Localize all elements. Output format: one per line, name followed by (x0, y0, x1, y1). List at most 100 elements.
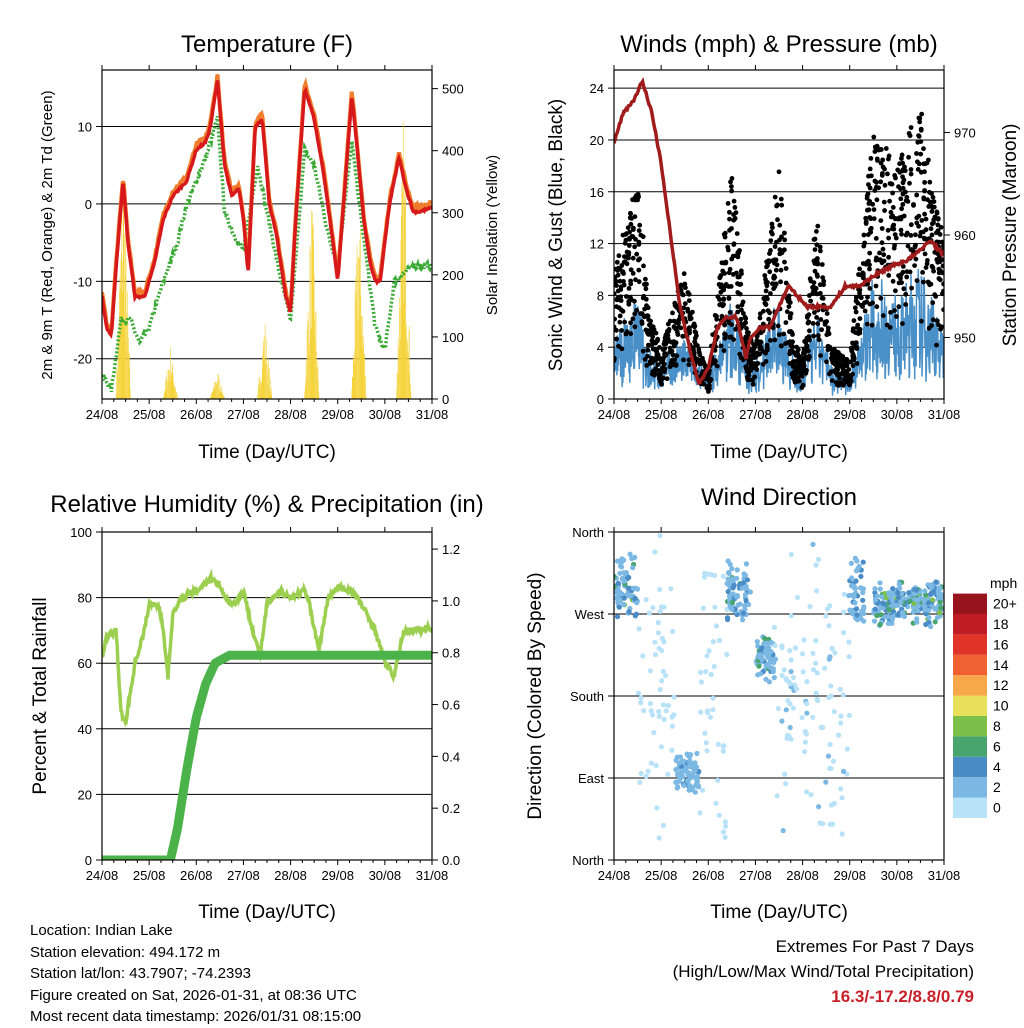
gust-point (674, 353, 680, 359)
direction-point (616, 604, 622, 610)
x-tick-label: 29/08 (833, 407, 866, 422)
gust-point (863, 215, 869, 221)
y-right-tick-label: 400 (442, 144, 464, 159)
direction-point (858, 573, 864, 580)
gust-point (729, 184, 734, 189)
direction-point (669, 723, 675, 729)
gust-point (888, 209, 894, 215)
y-tick-label: South (570, 689, 604, 704)
gust-point (903, 232, 909, 238)
gust-point (619, 346, 625, 352)
direction-point (838, 720, 844, 726)
gust-point (824, 311, 830, 316)
direction-point (725, 589, 731, 595)
gust-point (908, 171, 914, 177)
gust-point (880, 171, 885, 176)
gust-point (621, 279, 626, 284)
gust-point (643, 286, 649, 292)
gust-point (623, 237, 629, 243)
direction-point (720, 748, 726, 754)
gust-point (632, 244, 637, 250)
gust-point (700, 355, 705, 361)
gust-point (832, 361, 838, 367)
gust-point (664, 376, 670, 382)
gust-point (687, 313, 693, 319)
gust-point (735, 304, 741, 309)
gust-point (729, 256, 735, 262)
direction-point (937, 599, 943, 605)
gust-point (867, 199, 873, 204)
gust-point (722, 331, 727, 337)
direction-point (650, 712, 656, 718)
gust-point (799, 371, 804, 376)
direction-point (849, 575, 855, 581)
direction-point (742, 606, 748, 612)
plot-area (102, 568, 432, 860)
gust-point (741, 311, 746, 316)
direction-point (722, 819, 729, 825)
direction-point (766, 679, 773, 685)
gust-point (929, 263, 935, 269)
colorbar-swatch (953, 593, 987, 614)
direction-point (785, 732, 791, 738)
gust-point (927, 189, 932, 195)
gust-point (690, 309, 695, 315)
gust-point (655, 353, 660, 358)
gust-point (714, 363, 720, 369)
gust-point (860, 304, 865, 309)
gust-point (822, 319, 828, 325)
gust-point (920, 229, 926, 235)
colorbar-label: 6 (993, 738, 1001, 754)
gust-point (934, 342, 939, 348)
direction-point (648, 708, 654, 714)
direction-point (926, 615, 932, 621)
gust-point (930, 300, 936, 306)
gust-point (670, 352, 676, 358)
gust-point (913, 256, 919, 262)
direction-point (694, 773, 700, 779)
gust-point (894, 314, 899, 319)
gust-point (868, 156, 874, 161)
direction-point (698, 709, 704, 715)
direction-point (740, 580, 746, 586)
gust-point (738, 316, 744, 322)
direction-point (799, 651, 806, 657)
y-tick-label: -10 (73, 274, 92, 289)
direction-point (788, 551, 794, 558)
gust-point (731, 198, 737, 204)
direction-point (621, 557, 627, 563)
direction-point (763, 663, 769, 669)
gust-point (854, 361, 860, 366)
colorbar-swatch (953, 614, 987, 635)
direction-point (627, 551, 633, 557)
gust-point (632, 324, 638, 330)
direction-point (840, 768, 847, 775)
direction-point (846, 639, 852, 645)
gust-point (734, 231, 740, 237)
direction-point (652, 639, 658, 645)
direction-point (923, 592, 929, 598)
direction-point (645, 768, 651, 774)
gust-point (909, 285, 914, 291)
plot-frame (613, 531, 945, 861)
direction-point (855, 566, 861, 572)
gust-point (876, 185, 881, 191)
gust-point (843, 375, 849, 380)
y-tick-label: 12 (590, 237, 604, 252)
gust-point (914, 278, 920, 283)
gust-point (770, 325, 776, 331)
gust-point (903, 302, 909, 307)
gust-point (685, 290, 691, 295)
direction-point (839, 831, 845, 837)
direction-point (651, 730, 657, 736)
gust-point (874, 143, 880, 149)
gust-point (682, 301, 688, 306)
gust-point (661, 361, 667, 367)
direction-point (734, 592, 740, 599)
gust-point (749, 361, 755, 367)
direction-point (774, 793, 780, 799)
gust-point (900, 167, 906, 173)
gust-point (824, 332, 830, 338)
gust-point (877, 147, 883, 152)
gust-point (626, 299, 632, 304)
